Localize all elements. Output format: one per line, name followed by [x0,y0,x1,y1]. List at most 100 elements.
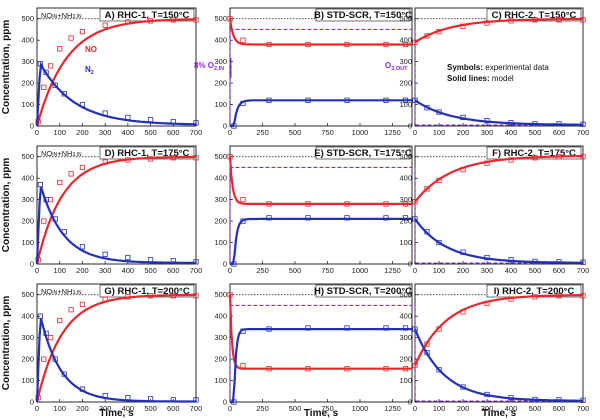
data-point-no [48,197,54,203]
data-point-n2 [37,182,44,188]
y-tick-label: 300 [399,195,412,204]
data-point-n2 [147,116,154,123]
y-tick-label: 500 [21,290,34,299]
x-tick-label: 200 [76,404,89,413]
y-tick-label: 100 [399,376,412,385]
x-tick-label: 0 [228,128,232,137]
panel-b: B) STD-SCR, T=150°C 0 100 200 300 400 500 0 250 5… [194,7,413,137]
x-tick-label: 0 [413,404,417,413]
o2-dashed-line [229,28,412,126]
panel-title: H) STD-SCR, T=200°C [314,286,412,297]
x-tick-label: 400 [122,266,135,275]
panel-c: C) RHC-2, T=150°C 0 100 200 300 400 500 0 100 200… [385,7,589,137]
x-tick-label: 1000 [352,266,369,275]
y-tick-label: 400 [399,312,412,321]
model-line-no [228,156,412,205]
x-tick-label: 500 [289,404,302,413]
x-tick-label: 250 [256,128,269,137]
y-tick-label: 300 [214,195,227,204]
panel-g: G) RHC-1, T=200°C 0 100 200 300 400 500 0 100 200… [21,283,203,413]
y-tick-label: 100 [399,238,412,247]
x-tick-label: 400 [505,128,518,137]
data-point-no [79,301,86,307]
x-tick-label: 700 [190,404,203,413]
data-point-no [412,39,418,45]
y-tick-label: 200 [21,355,34,364]
y-tick-label: 200 [21,217,34,226]
x-tick-label: 1250 [384,404,401,413]
x-tick-label: 400 [122,128,135,137]
data-point-no [48,335,54,341]
y-tick-label: 400 [214,312,227,321]
x-axis-label: Time, s [482,408,517,419]
model-line-n2 [230,217,412,266]
y-tick-label: 400 [21,312,34,321]
x-tick-label: 600 [553,266,566,275]
data-point-no [41,218,47,224]
y-tick-label: 500 [399,14,412,23]
x-tick-label: 200 [457,404,470,413]
data-point-no [240,37,246,43]
y-tick-label: 0 [30,398,34,407]
model-line-no [414,155,583,203]
data-point-no [240,197,246,203]
data-point-no [412,199,418,205]
x-tick-label: 0 [413,128,417,137]
panel-d: D) RHC-1, T=175°C 0 100 200 300 400 500 0 100 200… [21,145,202,275]
y-tick-label: 300 [399,57,412,66]
x-tick-label: 0 [228,266,232,275]
data-point-no [424,186,430,192]
x-tick-label: 100 [433,404,446,413]
y-tick-label: 500 [21,14,34,23]
data-point-n2 [79,244,86,250]
y-tick-label: 300 [214,333,227,342]
panel-title: E) STD-SCR, T=175°C [314,148,412,159]
y-tick-label: 200 [399,355,412,364]
x-tick-label: 300 [481,128,494,137]
x-tick-label: 100 [53,404,66,413]
panel-title: C) RHC-2, T=150°C [492,10,577,21]
x-tick-label: 700 [190,128,203,137]
x-tick-label: 0 [35,128,39,137]
data-point-n2 [102,251,108,257]
y-tick-label: 200 [214,79,227,88]
plot-frame [414,145,584,265]
y-axis-label: Concentration, ppm [1,158,12,253]
panel-e: E) STD-SCR, T=175°C 0 100 200 300 400 500 0 250 5… [214,145,413,275]
o2-out-label: O2,OUT [385,61,408,72]
plot-frame [36,283,197,403]
panel-title-box [315,284,411,298]
y-tick-label: 100 [21,100,34,109]
y-tick-label: 100 [21,238,34,247]
data-point-n2 [412,216,418,222]
y-tick-label: 0 [223,398,227,407]
n2-label: N2 [85,65,94,76]
data-point-no [68,35,74,41]
y-tick-label: 200 [21,79,34,88]
x-tick-label: 500 [144,128,157,137]
y-tick-label: 200 [399,217,412,226]
panel-title: I) RHC-2, T=200°C [494,286,575,297]
x-tick-label: 250 [256,266,269,275]
y-tick-label: 400 [214,36,227,45]
x-tick-label: 400 [505,266,518,275]
model-line-n2 [35,318,196,403]
model-line-no [413,294,583,366]
y-tick-label: 0 [223,260,227,269]
model-line-no [35,293,196,403]
x-tick-label: 600 [167,128,180,137]
data-point-no [68,171,74,177]
x-tick-label: 100 [53,128,66,137]
panel-i: I) RHC-2, T=200°C 0 100 200 300 400 500 0 100 200… [399,283,589,413]
data-point-no [79,28,86,35]
x-tick-label: 750 [321,128,334,137]
x-tick-label: 1250 [384,128,401,137]
data-point-no [79,164,86,171]
x-tick-label: 100 [433,128,446,137]
y-tick-label: 0 [408,398,412,407]
data-point-no [68,307,74,313]
y-tick-label: 300 [399,333,412,342]
x-tick-label: 700 [577,266,590,275]
panel-title: B) STD-SCR, T=150°C [314,10,412,21]
